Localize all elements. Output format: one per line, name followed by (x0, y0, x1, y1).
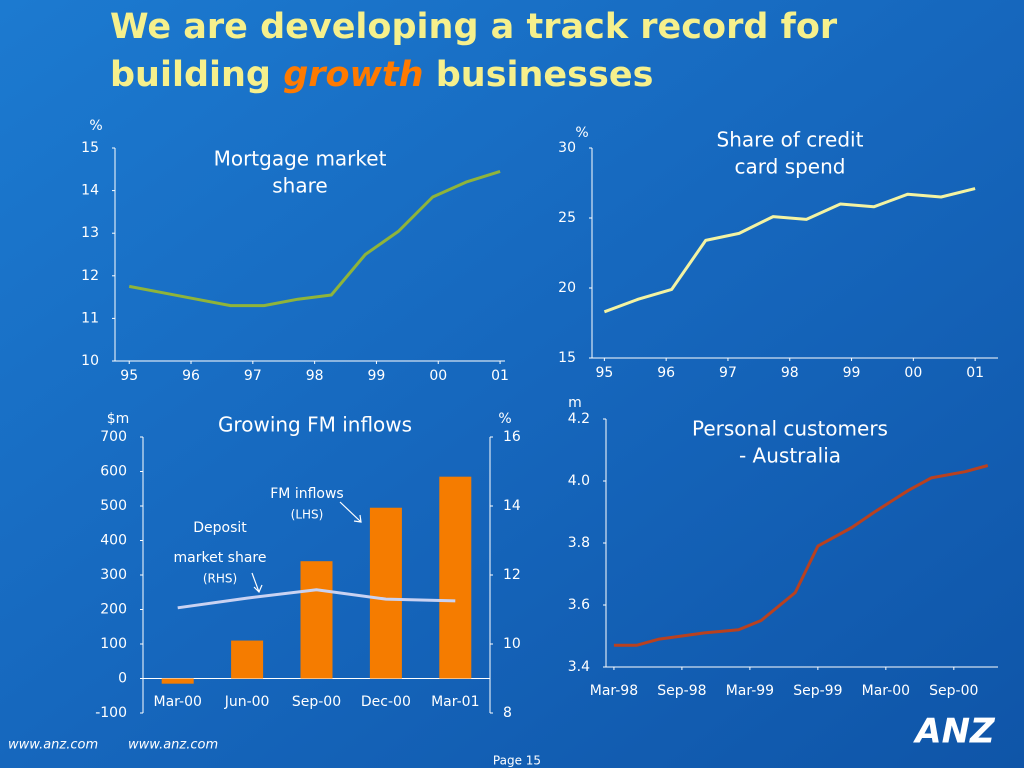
x-tick-label: Sep-00 (929, 683, 978, 699)
x-tick-label: 95 (595, 365, 613, 381)
x-tick-label: Jun-00 (224, 694, 270, 710)
bar (161, 678, 194, 684)
y-tick-label: 300 (100, 567, 127, 583)
chart-title: - Australia (739, 444, 841, 468)
y-tick-label: 600 (100, 464, 127, 480)
chart-title: Growing FM inflows (218, 413, 412, 437)
y-axis-label: $m (107, 411, 130, 427)
x-tick-label: 96 (657, 365, 675, 381)
logo: ANZ (912, 712, 996, 752)
x-tick-label: 98 (781, 365, 799, 381)
footer-link[interactable]: www.anz.com (128, 738, 218, 753)
x-tick-label: Sep-99 (793, 683, 842, 699)
y-tick-label: 13 (81, 225, 99, 241)
x-tick-label: 01 (966, 365, 984, 381)
y-tick-label: 4.0 (568, 473, 590, 489)
x-tick-label: 00 (429, 368, 447, 384)
line-series (128, 169, 501, 308)
y-tick-label: 14 (81, 183, 99, 199)
chart-title: Mortgage market (214, 147, 387, 171)
x-tick-label: 98 (306, 368, 324, 384)
title-emphasis: growth (283, 55, 423, 95)
y-tick-label: 0 (118, 671, 127, 687)
y2-tick-label: 10 (503, 636, 521, 652)
x-tick-label: 01 (491, 368, 509, 384)
chart-title: card spend (735, 155, 846, 179)
x-tick-label: Mar-00 (862, 683, 910, 699)
title-line-1: We are developing a track record for (110, 7, 838, 47)
line-series (613, 464, 989, 647)
y2-tick-label: 12 (503, 567, 521, 583)
y2-tick-label: 14 (503, 498, 521, 514)
annotation: (RHS) (203, 572, 237, 586)
y2-tick-label: 8 (503, 705, 512, 721)
x-tick-label: 00 (904, 365, 922, 381)
x-tick-label: Dec-00 (361, 694, 411, 710)
y-axis-label: m (568, 395, 582, 411)
y-tick-label: 25 (558, 210, 576, 226)
annotation: Deposit (193, 520, 247, 536)
chart-title: Personal customers (692, 417, 888, 441)
y-tick-label: 500 (100, 498, 127, 514)
y-axis-label: % (89, 118, 102, 134)
annotation: market share (174, 550, 267, 566)
y-axis-label: % (575, 125, 588, 141)
footer-link[interactable]: www.anz.com (8, 738, 98, 753)
y-tick-label: 700 (100, 429, 127, 445)
y-tick-label: 3.8 (568, 535, 590, 551)
line-series (603, 187, 976, 314)
y-tick-label: 12 (81, 268, 99, 284)
y-tick-label: 30 (558, 140, 576, 156)
y-tick-label: 100 (100, 636, 127, 652)
arrow (251, 572, 260, 593)
x-tick-label: Sep-98 (657, 683, 706, 699)
y-tick-label: 15 (558, 350, 576, 366)
annotation: (LHS) (291, 508, 324, 522)
x-tick-label: 99 (368, 368, 386, 384)
y-tick-label: 11 (81, 310, 99, 326)
x-tick-label: Mar-00 (154, 694, 202, 710)
x-tick-label: Mar-99 (726, 683, 774, 699)
annotation: FM inflows (270, 486, 343, 502)
arrow (339, 501, 362, 523)
y-tick-label: 200 (100, 602, 127, 618)
y-tick-label: 20 (558, 280, 576, 296)
x-tick-label: 96 (182, 368, 200, 384)
y-tick-label: 3.6 (568, 597, 590, 613)
y-tick-label: 4.2 (568, 411, 590, 427)
y-tick-label: 10 (81, 353, 99, 369)
x-tick-label: 97 (719, 365, 737, 381)
x-tick-label: 99 (843, 365, 861, 381)
x-tick-label: 95 (120, 368, 138, 384)
arrow-head (353, 514, 362, 523)
y-tick-label: -100 (95, 705, 127, 721)
y-tick-label: 3.4 (568, 659, 590, 675)
y2-tick-label: 16 (503, 429, 521, 445)
title-line-2: building growth businesses (110, 55, 653, 95)
y-tick-label: 400 (100, 533, 127, 549)
chart-title: share (272, 174, 327, 198)
chart-title: Share of credit (717, 128, 864, 152)
x-tick-label: 97 (244, 368, 262, 384)
bar (300, 561, 333, 679)
x-tick-label: Mar-98 (590, 683, 638, 699)
bar (369, 507, 402, 679)
line-series (177, 588, 456, 610)
x-tick-label: Mar-01 (431, 694, 479, 710)
bar (231, 640, 264, 679)
title-word: building (110, 55, 271, 95)
y-tick-label: 15 (81, 140, 99, 156)
title-word: businesses (436, 55, 654, 95)
bar (439, 476, 472, 679)
x-tick-label: Sep-00 (292, 694, 341, 710)
y2-axis-label: % (498, 411, 511, 427)
arrow-head (253, 584, 263, 594)
page-number: Page 15 (493, 754, 541, 768)
